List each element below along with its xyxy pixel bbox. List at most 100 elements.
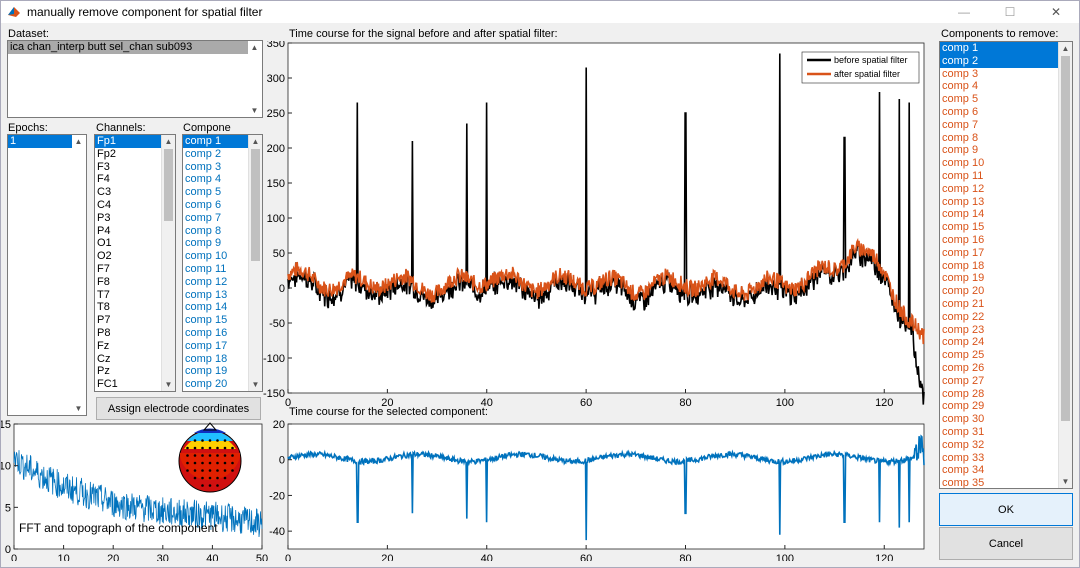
remove-item[interactable]: comp 7 xyxy=(942,118,979,131)
remove-item[interactable]: comp 35 xyxy=(942,477,985,489)
remove-item[interactable]: comp 23 xyxy=(942,323,985,336)
component-item[interactable]: comp 4 xyxy=(185,173,222,186)
components-listbox[interactable]: comp 1 comp 2 comp 3 comp 4 comp 5 comp 6 comp… xyxy=(182,134,263,392)
component-item[interactable]: comp 13 xyxy=(185,288,228,301)
dataset-item[interactable]: ica chan_interp butt sel_chan sub093 xyxy=(8,41,262,54)
remove-item[interactable]: comp 9 xyxy=(942,144,979,157)
epochs-listbox[interactable]: 1 ▲ ▼ xyxy=(7,134,87,416)
channel-item[interactable]: C3 xyxy=(97,186,112,199)
channel-item[interactable]: P3 xyxy=(97,211,111,224)
channel-item[interactable]: P8 xyxy=(97,326,111,339)
remove-item[interactable]: comp 12 xyxy=(942,182,985,195)
channel-item[interactable]: O2 xyxy=(97,250,112,263)
maximize-button[interactable]: ☐ xyxy=(1004,5,1016,19)
component-item[interactable]: comp 8 xyxy=(185,224,222,237)
component-item[interactable]: comp 15 xyxy=(185,314,228,327)
assign-electrode-coordinates-button[interactable]: Assign electrode coordinates xyxy=(96,397,261,420)
remove-listbox[interactable]: comp 1 comp 2 comp 3 comp 4 comp 5 comp 6 comp… xyxy=(939,41,1073,489)
cancel-button[interactable]: Cancel xyxy=(939,527,1073,560)
remove-item[interactable]: comp 32 xyxy=(942,438,985,451)
component-item[interactable]: comp 10 xyxy=(185,250,228,263)
channels-scroll-thumb[interactable] xyxy=(164,149,173,221)
remove-scroll-thumb[interactable] xyxy=(1061,56,1070,421)
dataset-scrollbar[interactable]: ▲ ▼ xyxy=(248,41,262,117)
channels-scrollbar[interactable]: ▲ ▼ xyxy=(161,135,175,391)
electrode-dot xyxy=(201,476,204,480)
remove-item[interactable]: comp 19 xyxy=(942,272,985,285)
channel-item[interactable]: P7 xyxy=(97,314,111,327)
channel-item[interactable]: C4 xyxy=(97,198,112,211)
component-item[interactable]: comp 2 xyxy=(185,147,222,160)
channel-item[interactable]: Fp2 xyxy=(97,147,116,160)
remove-item[interactable]: comp 1 xyxy=(940,42,1072,55)
electrode-dot xyxy=(201,484,204,487)
channel-item[interactable]: F3 xyxy=(97,160,110,173)
component-item[interactable]: comp 12 xyxy=(185,275,228,288)
component-item[interactable]: comp 7 xyxy=(185,211,222,224)
remove-item[interactable]: comp 3 xyxy=(942,67,979,80)
remove-item[interactable]: comp 29 xyxy=(942,400,985,413)
remove-scrollbar[interactable]: ▲ ▼ xyxy=(1058,42,1072,488)
remove-item[interactable]: comp 5 xyxy=(942,93,979,106)
ok-button[interactable]: OK xyxy=(939,493,1073,526)
component-item[interactable]: comp 14 xyxy=(185,301,228,314)
remove-item[interactable]: comp 6 xyxy=(942,105,979,118)
remove-item[interactable]: comp 24 xyxy=(942,336,985,349)
remove-item[interactable]: comp 21 xyxy=(942,297,985,310)
remove-item[interactable]: comp 30 xyxy=(942,413,985,426)
channel-item[interactable]: P4 xyxy=(97,224,111,237)
remove-item[interactable]: comp 8 xyxy=(942,131,979,144)
remove-item[interactable]: comp 26 xyxy=(942,361,985,374)
component-item[interactable]: comp 20 xyxy=(185,378,228,391)
remove-item[interactable]: comp 18 xyxy=(942,259,985,272)
remove-item[interactable]: comp 20 xyxy=(942,285,985,298)
remove-item[interactable]: comp 11 xyxy=(942,169,984,182)
component-item[interactable]: comp 17 xyxy=(185,339,228,352)
minimize-button[interactable]: — xyxy=(958,5,970,19)
channel-item[interactable]: Pz xyxy=(97,365,110,378)
dataset-listbox[interactable]: ica chan_interp butt sel_chan sub093 ▲ ▼ xyxy=(7,40,263,118)
component-item[interactable]: comp 1 xyxy=(183,135,262,148)
channel-item[interactable]: O1 xyxy=(97,237,112,250)
electrode-dot xyxy=(186,446,189,450)
epoch-item[interactable]: 1 xyxy=(8,135,86,148)
epochs-scrollbar[interactable]: ▲ ▼ xyxy=(72,135,86,415)
component-item[interactable]: comp 3 xyxy=(185,160,222,173)
channel-item[interactable]: T8 xyxy=(97,301,110,314)
component-item[interactable]: comp 11 xyxy=(185,262,227,275)
channel-item[interactable]: T7 xyxy=(97,288,110,301)
channel-item[interactable]: F8 xyxy=(97,275,110,288)
remove-item[interactable]: comp 14 xyxy=(942,208,985,221)
channel-item[interactable]: Fp1 xyxy=(95,135,175,148)
component-item[interactable]: comp 19 xyxy=(185,365,228,378)
components-scrollbar[interactable]: ▲ ▼ xyxy=(248,135,262,391)
remove-item[interactable]: comp 17 xyxy=(942,246,985,259)
channel-item[interactable]: F7 xyxy=(97,262,110,275)
remove-item[interactable]: comp 22 xyxy=(942,310,985,323)
remove-item[interactable]: comp 25 xyxy=(942,349,985,362)
remove-item[interactable]: comp 33 xyxy=(942,451,985,464)
component-item[interactable]: comp 6 xyxy=(185,198,222,211)
channels-listbox[interactable]: Fp1 Fp2 F3 F4 C3 C4 P3 P4 O1 O2 F7 F8 T7 T8 P7 P8 Fz Cz Pz… xyxy=(94,134,176,392)
remove-item[interactable]: comp 34 xyxy=(942,464,985,477)
components-scroll-thumb[interactable] xyxy=(251,149,260,261)
channel-item[interactable]: F4 xyxy=(97,173,110,186)
remove-item[interactable]: comp 4 xyxy=(942,80,979,93)
remove-item[interactable]: comp 31 xyxy=(942,425,985,438)
remove-item[interactable]: comp 10 xyxy=(942,157,985,170)
component-item[interactable]: comp 16 xyxy=(185,326,228,339)
remove-item[interactable]: comp 2 xyxy=(940,54,1072,68)
component-item[interactable]: comp 9 xyxy=(185,237,222,250)
electrode-dot xyxy=(223,469,227,472)
remove-item[interactable]: comp 28 xyxy=(942,387,985,400)
channel-item[interactable]: Cz xyxy=(97,352,111,365)
channel-item[interactable]: FC1 xyxy=(97,378,118,391)
component-item[interactable]: comp 18 xyxy=(185,352,228,365)
component-item[interactable]: comp 5 xyxy=(185,186,222,199)
close-button[interactable]: ✕ xyxy=(1050,5,1062,19)
remove-item[interactable]: comp 15 xyxy=(942,221,985,234)
remove-item[interactable]: comp 27 xyxy=(942,374,985,387)
channel-item[interactable]: Fz xyxy=(97,339,110,352)
remove-item[interactable]: comp 16 xyxy=(942,233,985,246)
remove-item[interactable]: comp 13 xyxy=(942,195,985,208)
